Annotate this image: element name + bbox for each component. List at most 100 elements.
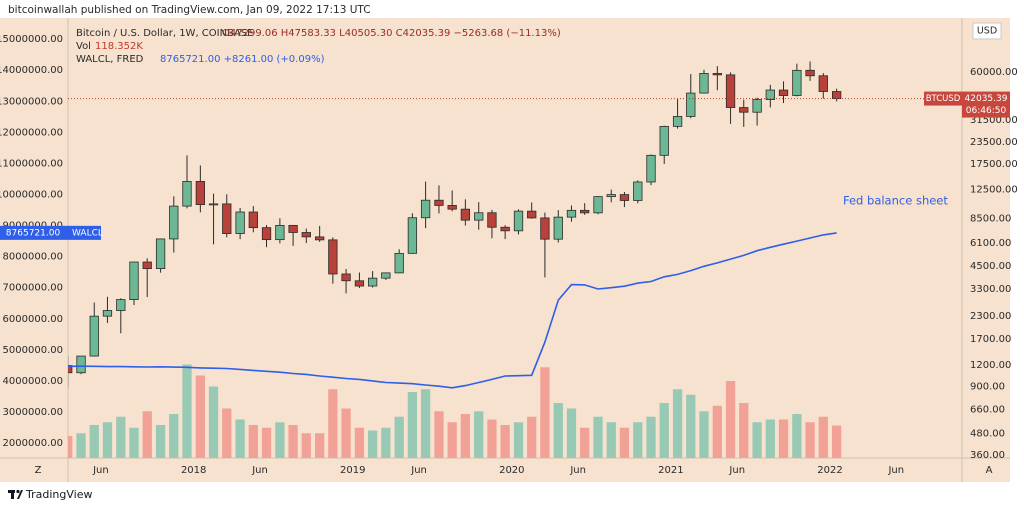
symbol-badge-label: BTCUSD <box>926 94 961 104</box>
volume-bar <box>315 433 325 458</box>
volume-bar <box>765 419 775 458</box>
legend-ohlc: O47299.06 H47583.33 L40505.30 C42035.39 … <box>222 28 561 39</box>
x-tick-label: 2019 <box>340 465 365 476</box>
candle-body <box>580 209 590 214</box>
y2-tick-label: 1700.00 <box>970 334 1011 345</box>
candle-body <box>540 217 550 240</box>
volume-bar <box>367 430 378 458</box>
y-tick-label: 6000000.00 <box>3 314 63 325</box>
y2-tick-label: 17500.00 <box>970 159 1018 170</box>
volume-bar <box>434 411 444 458</box>
y2-tick-label: 6100.00 <box>970 238 1011 249</box>
candle-body <box>474 212 484 221</box>
volume-bar <box>474 411 484 458</box>
candle-body <box>68 365 73 374</box>
candle-body <box>606 194 616 198</box>
candle-body <box>765 89 775 100</box>
candle-body <box>275 224 285 241</box>
candle-body <box>76 355 86 374</box>
volume-bar <box>580 427 590 458</box>
x-tick-label: Jun <box>569 465 586 476</box>
x-tick-label: Jun <box>410 465 427 476</box>
volume-bar <box>792 414 802 458</box>
candle-body <box>818 75 828 92</box>
annotation: Fed balance sheet <box>843 194 948 208</box>
plot-area <box>68 61 842 458</box>
y-tick-label: 13000000.00 <box>0 96 63 107</box>
candle-body <box>434 199 444 206</box>
volume-bar <box>142 411 152 458</box>
price-badge-label: 42035.39 <box>965 94 1008 104</box>
x-tick-label: Jun <box>728 465 745 476</box>
candle-body <box>301 232 311 238</box>
currency-label[interactable]: USD <box>977 26 997 37</box>
candle-body <box>686 92 696 117</box>
candle-body <box>739 107 749 113</box>
candle-body <box>367 277 378 287</box>
symbol-badge <box>924 91 962 106</box>
volume-bar <box>275 422 285 458</box>
y2-tick-label: 4500.00 <box>970 261 1011 272</box>
volume-bar <box>261 427 272 458</box>
volume-bar <box>195 375 205 458</box>
published-note: bitcoinwallah published on TradingView.c… <box>8 4 371 16</box>
candle-body <box>341 273 351 282</box>
candle-body <box>155 238 166 270</box>
candle-body <box>633 181 643 201</box>
volume-bar <box>248 425 258 458</box>
volume-bar <box>381 427 391 458</box>
y2-tick-label: 2300.00 <box>970 311 1011 322</box>
volume-bar <box>68 436 73 458</box>
candle-body <box>553 216 563 240</box>
candle-body <box>328 239 338 275</box>
candle-body <box>500 226 510 232</box>
y-tick-label: 14000000.00 <box>0 65 63 76</box>
volume-bar <box>593 416 603 458</box>
volume-bar <box>129 427 139 458</box>
volume-bar <box>354 427 365 458</box>
y2-tick-label: 31500.00 <box>970 115 1018 126</box>
volume-bar <box>407 392 418 458</box>
candle-body <box>646 154 656 183</box>
volume-bar <box>513 422 524 458</box>
currency-box[interactable] <box>972 22 1002 40</box>
legend-volume-label: Vol <box>76 41 91 52</box>
candle-body <box>235 211 245 234</box>
zoom-button[interactable]: Z <box>35 465 42 476</box>
volume-bar <box>89 425 99 458</box>
volume-bar <box>460 414 471 458</box>
volume-bar <box>778 419 789 458</box>
volume-bar <box>739 403 749 458</box>
y-tick-label: 5000000.00 <box>3 345 63 356</box>
y-tick-label: 10000000.00 <box>0 189 63 200</box>
volume-bar <box>155 425 166 458</box>
y-tick-label: 11000000.00 <box>0 158 63 169</box>
volume-bar <box>633 422 643 458</box>
volume-bar <box>832 425 842 458</box>
legend-symbol: Bitcoin / U.S. Dollar, 1W, COINBASE <box>76 28 253 39</box>
y-tick-label: 8000000.00 <box>3 252 63 263</box>
candle-body <box>527 210 537 219</box>
y2-tick-label: 8500.00 <box>970 213 1011 224</box>
candle-body <box>513 210 524 232</box>
line-value-badge-label: 8765721.00 <box>6 228 61 238</box>
auto-button[interactable]: A <box>986 465 993 476</box>
volume-bar <box>447 422 457 458</box>
volume-bar <box>169 414 179 458</box>
y-tick-label: 12000000.00 <box>0 127 63 138</box>
y2-tick-label: 480.00 <box>970 428 1005 439</box>
y2-tick-label: 900.00 <box>970 381 1005 392</box>
volume-bar <box>76 433 86 458</box>
candle-body <box>407 217 418 254</box>
line-value-badge <box>0 225 101 240</box>
candle-body <box>354 280 365 287</box>
y-tick-label: 3000000.00 <box>3 407 63 418</box>
line-name-badge-label: WALCL <box>72 228 103 238</box>
x-tick-label: 2020 <box>499 465 524 476</box>
logo-icon <box>16 489 20 494</box>
y-tick-label: 2000000.00 <box>3 438 63 449</box>
y2-tick-label: 1200.00 <box>970 360 1011 371</box>
y2-tick-label: 23500.00 <box>970 137 1018 148</box>
volume-bar <box>553 403 563 458</box>
candle-body <box>725 74 736 108</box>
